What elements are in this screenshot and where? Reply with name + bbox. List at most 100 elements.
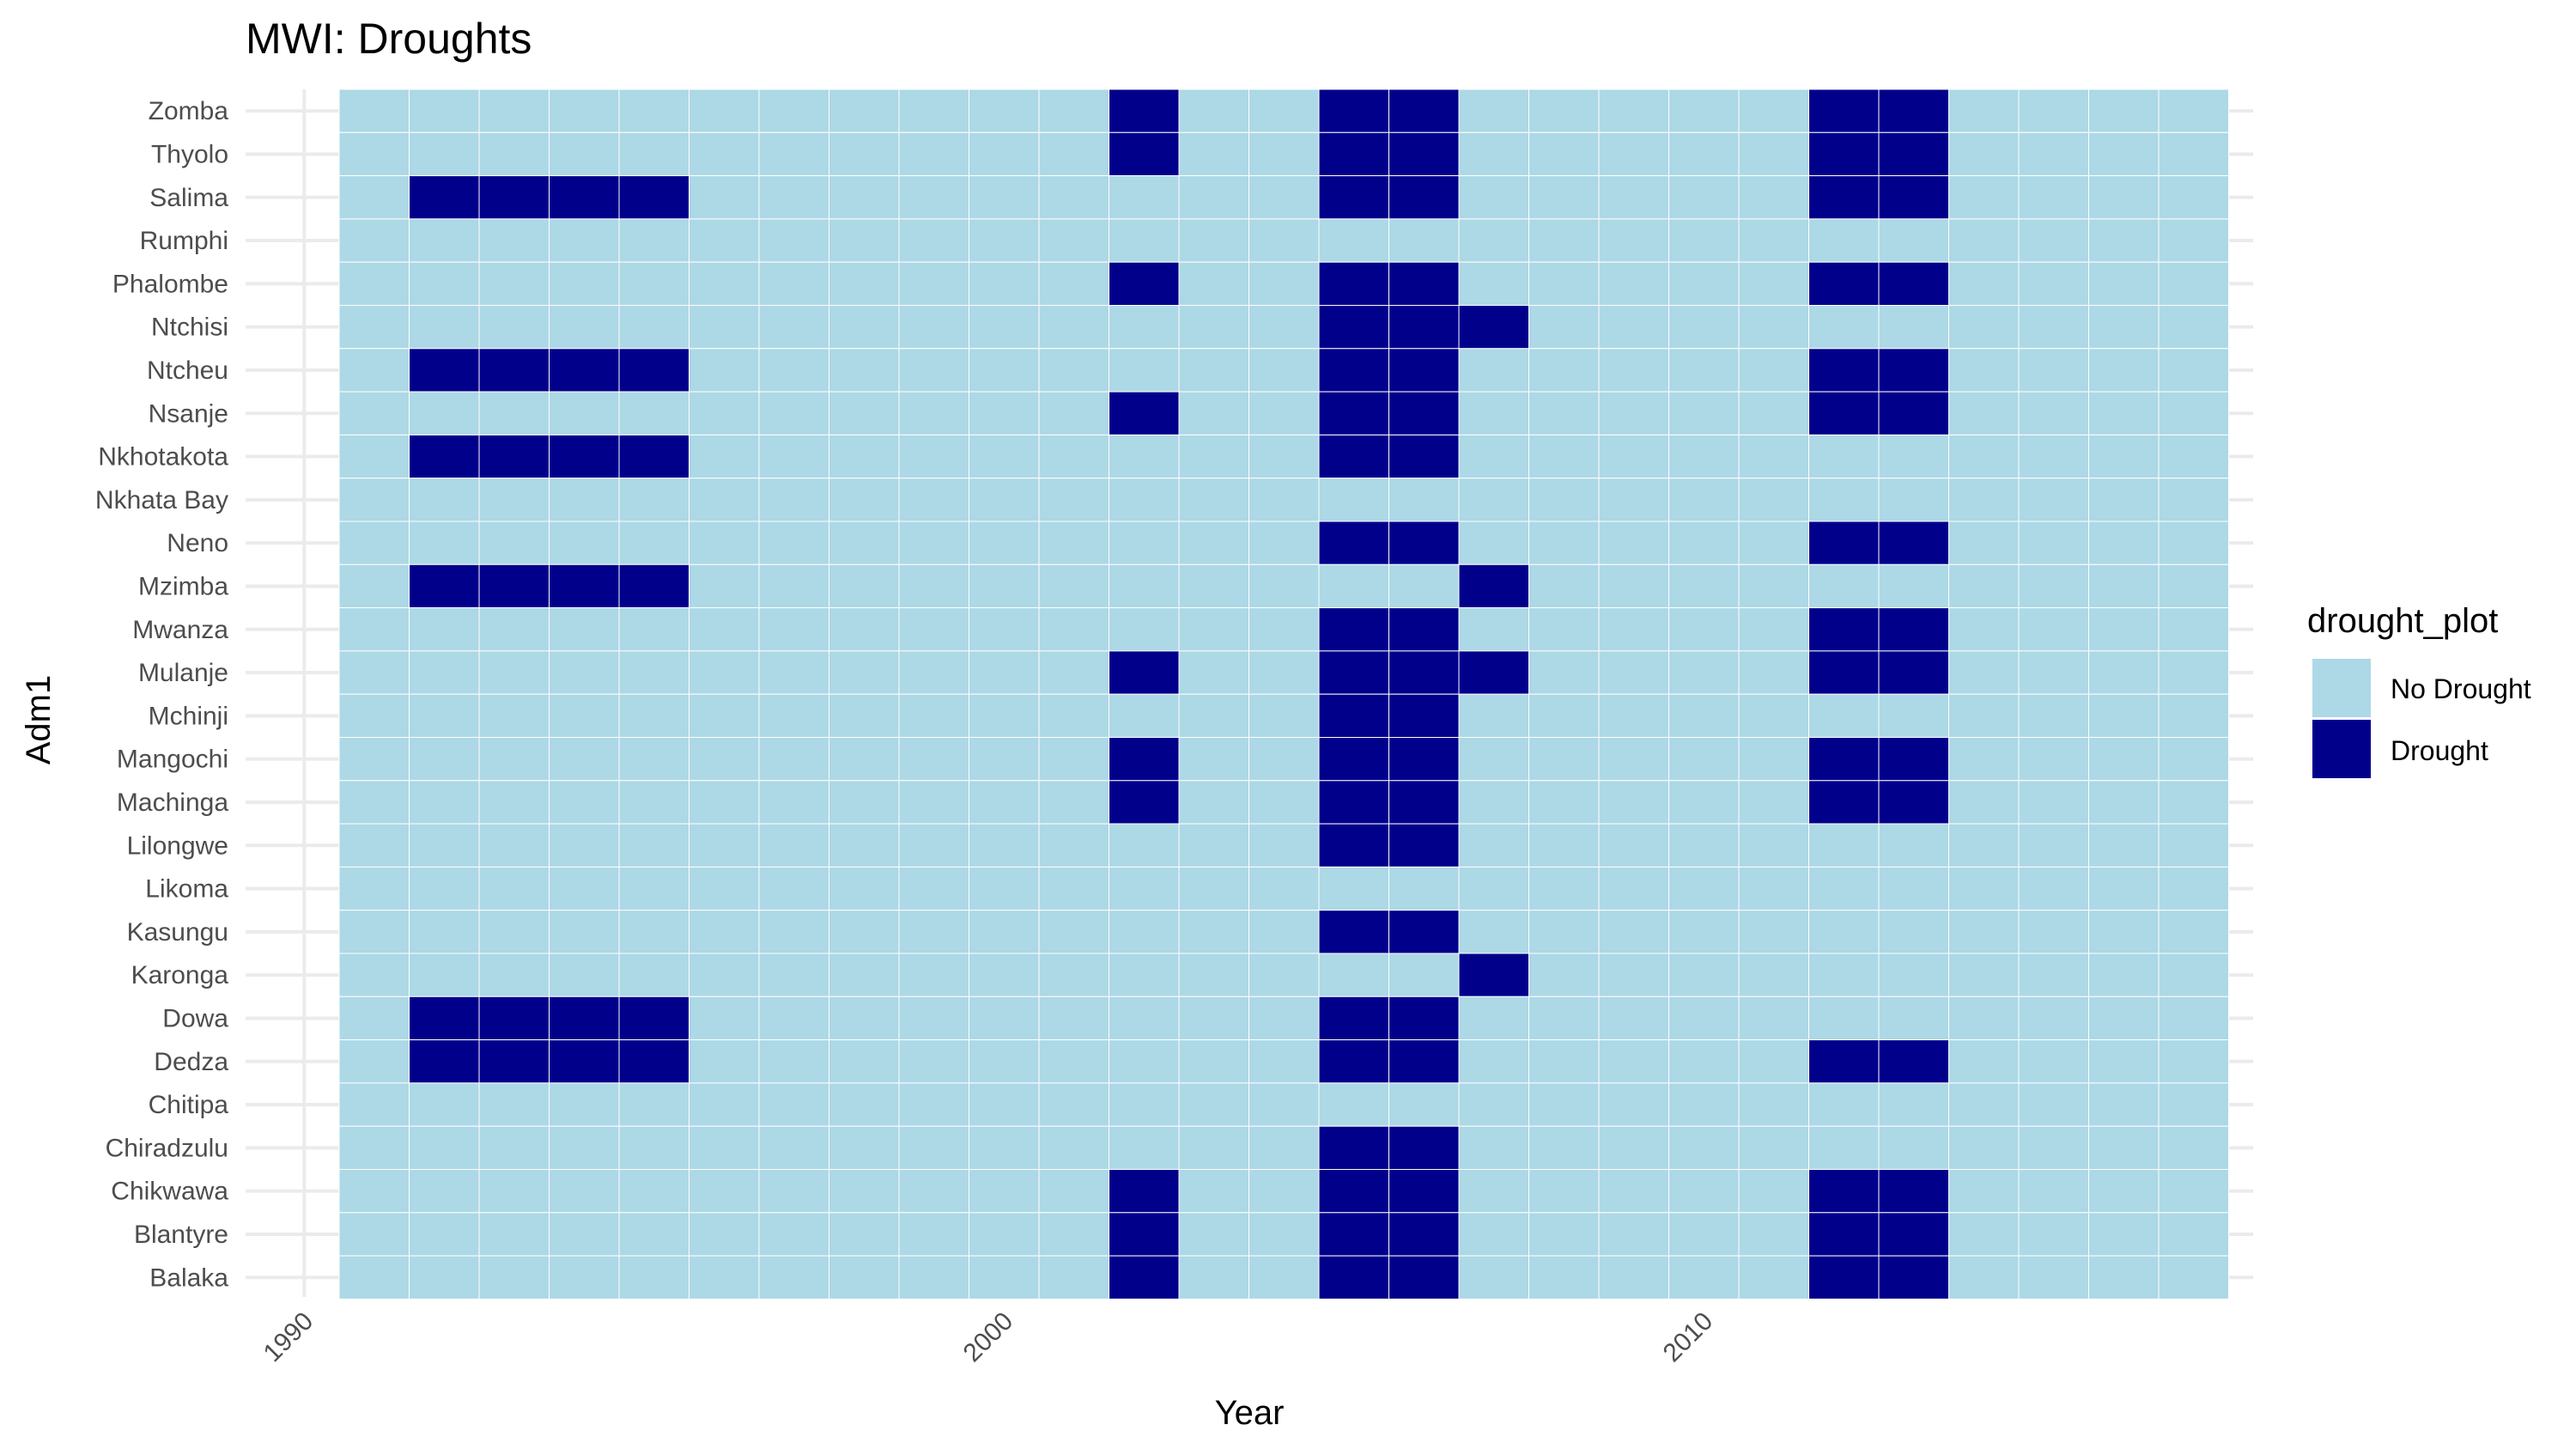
heatmap-cell-no-drought	[1668, 175, 1740, 220]
heatmap-cell-no-drought	[1948, 780, 2020, 825]
heatmap-cell-no-drought	[2158, 693, 2229, 739]
heatmap-cell-no-drought	[689, 521, 760, 565]
heatmap-cell-drought	[1808, 521, 1880, 565]
heatmap-cell-no-drought	[1948, 305, 2020, 350]
heatmap-cell-no-drought	[1738, 607, 1809, 652]
heatmap-cell-drought	[478, 563, 550, 609]
heatmap-cell-no-drought	[338, 607, 410, 652]
heatmap-cell-no-drought	[758, 391, 829, 435]
y-tick-label: Mangochi	[117, 746, 228, 774]
heatmap-cell-no-drought	[1668, 1212, 1740, 1257]
heatmap-cell-no-drought	[2158, 1125, 2229, 1170]
heatmap-cell-no-drought	[549, 88, 620, 133]
heatmap-cell-no-drought	[2018, 693, 2089, 739]
heatmap-cell-no-drought	[1738, 434, 1809, 479]
heatmap-cell-no-drought	[549, 521, 620, 565]
legend-label-no-drought: No Drought	[2391, 673, 2531, 704]
heatmap-cell-no-drought	[829, 1125, 900, 1170]
heatmap-cell-no-drought	[969, 434, 1040, 479]
heatmap-cell-no-drought	[1668, 521, 1740, 565]
heatmap-cell-no-drought	[1948, 563, 2020, 609]
heatmap-cell-no-drought	[1738, 131, 1809, 177]
heatmap-cell-no-drought	[1038, 866, 1109, 911]
y-tick-label: Mwanza	[132, 616, 228, 644]
heatmap-cell-no-drought	[549, 1212, 620, 1257]
heatmap-cell-drought	[1318, 131, 1389, 177]
heatmap-cell-no-drought	[1738, 391, 1809, 435]
heatmap-cell-no-drought	[409, 737, 480, 782]
heatmap-cell-no-drought	[338, 348, 410, 393]
heatmap-cell-no-drought	[1249, 434, 1320, 479]
heatmap-cell-no-drought	[478, 737, 550, 782]
heatmap-cell-no-drought	[758, 175, 829, 220]
heatmap-cell-no-drought	[829, 131, 900, 177]
heatmap-cell-drought	[1458, 563, 1529, 609]
heatmap-cell-no-drought	[1178, 563, 1249, 609]
heatmap-cell-no-drought	[829, 478, 900, 522]
heatmap-cell-no-drought	[829, 521, 900, 565]
heatmap-cell-no-drought	[618, 953, 690, 997]
heatmap-cell-no-drought	[1178, 391, 1249, 435]
heatmap-cell-no-drought	[1388, 218, 1460, 263]
heatmap-cell-drought	[1808, 175, 1880, 220]
heatmap-cell-drought	[1388, 1212, 1460, 1257]
heatmap-cell-no-drought	[1528, 1039, 1600, 1084]
heatmap-cell-no-drought	[1109, 910, 1180, 954]
heatmap-cell-no-drought	[549, 823, 620, 868]
heatmap-cell-no-drought	[1738, 1082, 1809, 1127]
heatmap-cell-no-drought	[549, 305, 620, 350]
heatmap-cell-no-drought	[338, 995, 410, 1041]
heatmap-cells	[338, 88, 2229, 1300]
heatmap-cell-no-drought	[1668, 780, 1740, 825]
heatmap-cell-drought	[1878, 607, 1949, 652]
heatmap-cell-no-drought	[1109, 521, 1180, 565]
heatmap-cell-no-drought	[2088, 521, 2160, 565]
heatmap-cell-drought	[409, 1039, 480, 1084]
heatmap-cell-no-drought	[1249, 953, 1320, 997]
heatmap-cell-no-drought	[758, 1212, 829, 1257]
heatmap-cell-no-drought	[829, 88, 900, 133]
heatmap-cell-no-drought	[409, 607, 480, 652]
heatmap-cell-drought	[1808, 607, 1880, 652]
heatmap-cell-no-drought	[758, 780, 829, 825]
heatmap-cell-no-drought	[1178, 866, 1249, 911]
heatmap-cell-no-drought	[689, 261, 760, 307]
legend-key-drought	[2312, 720, 2371, 778]
heatmap-cell-no-drought	[969, 1125, 1040, 1170]
heatmap-cell-no-drought	[1178, 693, 1249, 739]
heatmap-cell-drought	[1388, 175, 1460, 220]
heatmap-cell-no-drought	[1598, 88, 1669, 133]
heatmap-cell-no-drought	[1598, 563, 1669, 609]
heatmap-cell-no-drought	[1249, 131, 1320, 177]
heatmap-cell-no-drought	[1808, 563, 1880, 609]
heatmap-cell-no-drought	[1458, 131, 1529, 177]
heatmap-cell-no-drought	[2018, 348, 2089, 393]
heatmap-cell-no-drought	[829, 305, 900, 350]
y-tick-label: Blantyre	[134, 1221, 228, 1249]
heatmap-cell-drought	[1388, 131, 1460, 177]
heatmap-cell-drought	[1388, 650, 1460, 695]
heatmap-cell-no-drought	[829, 823, 900, 868]
heatmap-cell-no-drought	[1388, 563, 1460, 609]
heatmap-cell-no-drought	[1668, 131, 1740, 177]
heatmap-cell-no-drought	[478, 88, 550, 133]
heatmap-cell-no-drought	[1598, 1082, 1669, 1127]
heatmap-cell-drought	[409, 995, 480, 1041]
heatmap-cell-no-drought	[1178, 737, 1249, 782]
heatmap-cell-no-drought	[549, 780, 620, 825]
heatmap-cell-no-drought	[969, 995, 1040, 1041]
heatmap-cell-no-drought	[969, 391, 1040, 435]
heatmap-cell-no-drought	[618, 131, 690, 177]
heatmap-cell-drought	[1109, 780, 1180, 825]
heatmap-cell-drought	[1318, 910, 1389, 954]
heatmap-cell-no-drought	[2018, 391, 2089, 435]
heatmap-cell-drought	[1318, 1039, 1389, 1084]
heatmap-cell-no-drought	[898, 478, 969, 522]
heatmap-cell-no-drought	[1598, 866, 1669, 911]
heatmap-cell-drought	[549, 434, 620, 479]
heatmap-cell-no-drought	[898, 693, 969, 739]
heatmap-cell-drought	[1458, 953, 1529, 997]
heatmap-cell-no-drought	[409, 305, 480, 350]
heatmap-cell-no-drought	[1038, 261, 1109, 307]
heatmap-cell-no-drought	[2158, 218, 2229, 263]
